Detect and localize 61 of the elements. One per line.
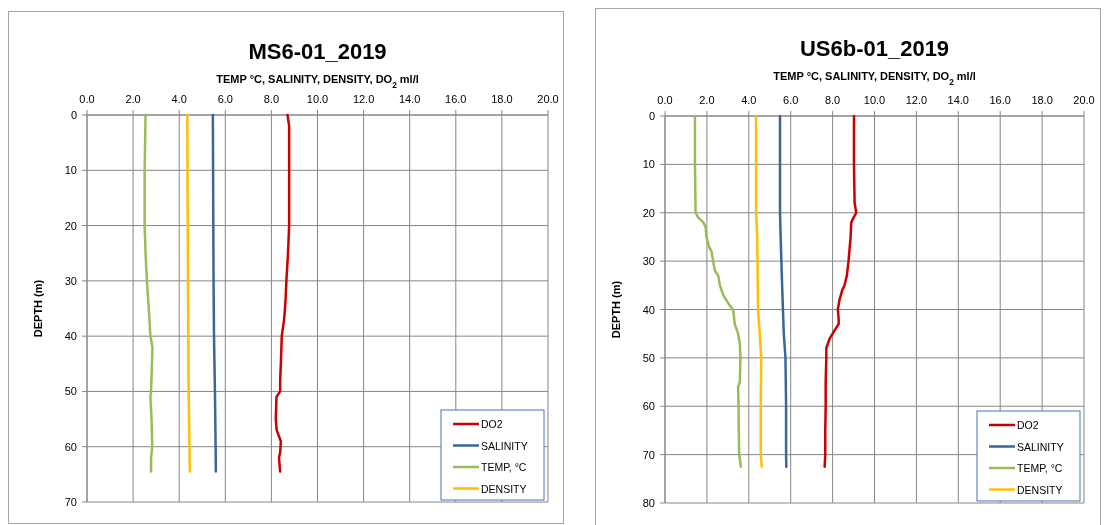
line-series — [693, 114, 743, 468]
line-series — [778, 114, 788, 468]
x-tick-label: 12.0 — [352, 93, 375, 105]
y-tick-label: 10 — [642, 158, 655, 171]
x-axis-title: TEMP °C, SALINITY, DENSITY, DO$_{2}$ ml/l — [773, 70, 976, 87]
chart-title: US6b-01_2019 — [799, 36, 950, 61]
y-tick-label: 50 — [64, 385, 77, 398]
x-tick-label: 8.0 — [824, 94, 841, 106]
y-tick-label: 20 — [64, 219, 77, 232]
y-tick-label: 50 — [642, 351, 655, 364]
x-tick-label: 10.0 — [306, 93, 329, 105]
y-tick-label: 40 — [642, 303, 655, 316]
x-tick-label: 6.0 — [783, 94, 799, 106]
y-tick-label: 30 — [642, 255, 655, 268]
x-tick-label: 0.0 — [657, 94, 673, 106]
x-tick-label: 10.0 — [863, 94, 886, 106]
y-tick-label: 60 — [64, 440, 77, 453]
y-tick-label: 0 — [70, 109, 77, 121]
line-series — [211, 113, 218, 473]
x-tick-label: 20.0 — [1073, 94, 1095, 106]
x-tick-label: 6.0 — [217, 93, 233, 105]
line-series — [186, 113, 192, 473]
y-tick-label: 0 — [648, 110, 655, 122]
line-series — [143, 113, 154, 473]
y-tick-label: 30 — [64, 274, 77, 287]
x-tick-label: 14.0 — [947, 94, 970, 106]
line-series — [274, 113, 291, 473]
legend-label: DO2 — [481, 418, 503, 430]
x-tick-label: 4.0 — [171, 93, 187, 105]
y-tick-label: 70 — [64, 496, 77, 508]
y-tick-label: 80 — [642, 497, 655, 509]
x-tick-label: 4.0 — [741, 94, 757, 106]
legend-label: DENSITY — [481, 482, 527, 495]
y-tick-label: 60 — [642, 400, 655, 413]
x-tick-label: 14.0 — [398, 93, 421, 105]
y-tick-label: 10 — [64, 164, 77, 177]
x-tick-label: 18.0 — [1031, 94, 1053, 106]
x-tick-label: 8.0 — [263, 93, 280, 105]
legend-label: SALINITY — [1017, 440, 1064, 453]
x-tick-label: 2.0 — [125, 93, 141, 105]
legend-label: DENSITY — [1017, 483, 1063, 496]
x-axis-title: TEMP °C, SALINITY, DENSITY, DO$_{2}$ ml/l — [216, 73, 419, 90]
x-tick-label: 18.0 — [491, 93, 513, 105]
legend-label: SALINITY — [481, 439, 528, 452]
legend-label: TEMP, °C — [1017, 462, 1063, 474]
y-axis-title: DEPTH (m) — [610, 280, 622, 339]
x-tick-label: 0.0 — [79, 93, 95, 105]
x-tick-label: 20.0 — [537, 93, 559, 105]
line-series — [754, 114, 764, 468]
y-axis-title: DEPTH (m) — [32, 279, 44, 338]
y-tick-label: 40 — [64, 330, 77, 343]
x-tick-label: 16.0 — [445, 93, 467, 105]
chart-title: MS6-01_2019 — [248, 39, 387, 64]
x-tick-label: 12.0 — [905, 94, 928, 106]
legend-label: TEMP, °C — [481, 461, 527, 473]
x-tick-label: 2.0 — [699, 94, 715, 106]
y-tick-label: 70 — [642, 448, 655, 461]
y-tick-label: 20 — [642, 206, 655, 219]
legend-label: DO2 — [1017, 419, 1039, 431]
x-tick-label: 16.0 — [989, 94, 1011, 106]
line-series — [823, 114, 858, 468]
